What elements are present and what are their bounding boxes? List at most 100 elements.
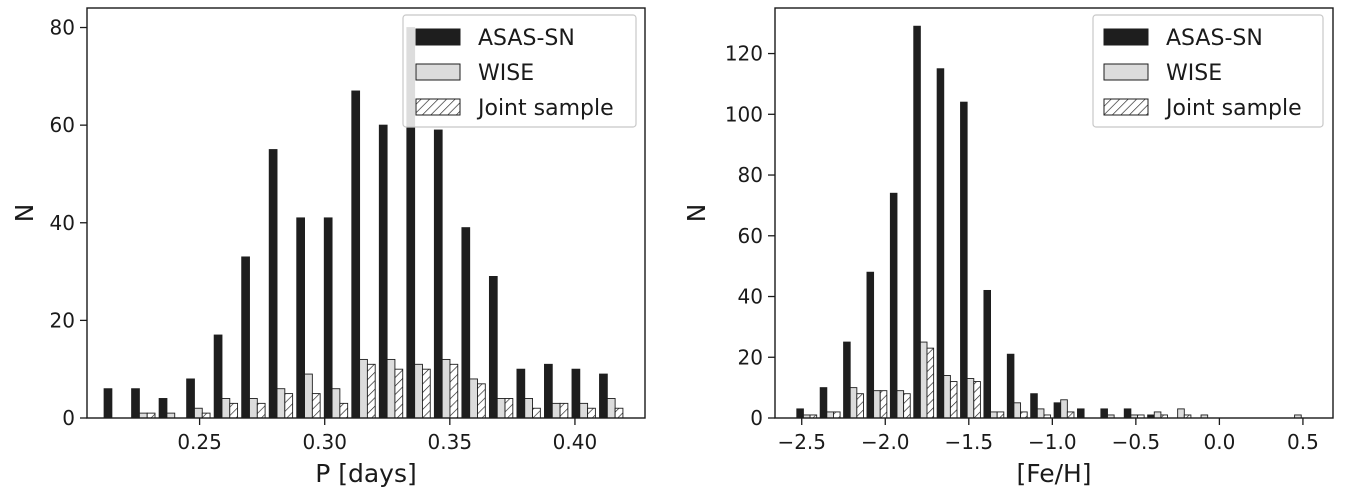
bar-joint-sample [532, 407, 541, 419]
bar-asas-sn [186, 378, 195, 419]
bar-wise [138, 412, 148, 419]
bar-wise [331, 388, 341, 419]
x-ticks: 0.25 0.30 0.35 0.40 [177, 418, 597, 454]
bar-joint-sample [422, 368, 431, 419]
y-axis-label: N [682, 204, 711, 223]
bar-wise [919, 341, 928, 419]
bar-wise [276, 388, 286, 419]
bar-wise [1013, 402, 1022, 419]
bar-joint-sample [394, 368, 404, 419]
bar-asas-sn [1006, 353, 1015, 419]
plot-frame [774, 7, 1334, 419]
chart-panel-metallicity: −2.5 −2.0 −1.5 −1.0 −0.5 0.0 0.5 0 20 40 60 80 100 1… [682, 7, 1334, 488]
bar-wise [896, 390, 905, 419]
bar-asas-sn [936, 68, 945, 419]
y-tick-label: 40 [738, 285, 763, 309]
bar-joint-sample [903, 393, 911, 419]
bar-asas-sn [571, 368, 581, 419]
y-tick-label: 0 [62, 406, 75, 430]
bar-asas-sn [889, 192, 898, 419]
x-tick-label: −2.5 [777, 430, 826, 454]
bar-wise [221, 398, 231, 419]
legend-label-asassn: ASAS-SN [1166, 26, 1263, 51]
y-ticks: 0 20 40 60 80 [50, 16, 87, 430]
bar-joint-sample [833, 411, 841, 419]
bar-asas-sn [1123, 408, 1132, 419]
bar-asas-sn [433, 129, 443, 419]
bar-wise [1036, 408, 1045, 419]
bar-joint-sample [311, 393, 321, 419]
legend-swatch-asassn [415, 28, 461, 46]
bar-asas-sn [296, 217, 306, 419]
bar-asas-sn [1100, 408, 1108, 419]
bar-joint-sample [856, 393, 864, 419]
bar-joint-sample [879, 390, 888, 419]
bar-joint-sample [366, 363, 376, 419]
x-tick-label: 0.35 [428, 430, 473, 454]
bar-asas-sn [983, 289, 991, 419]
bar-joint-sample [504, 398, 514, 419]
bar-asas-sn [796, 408, 804, 419]
legend-frame [402, 14, 637, 128]
y-tick-label: 0 [750, 406, 763, 430]
legend-label-asassn: ASAS-SN [478, 26, 575, 51]
x-ticks: −2.5 −2.0 −1.5 −1.0 −0.5 0.0 0.5 [777, 418, 1319, 454]
bar-asas-sn [323, 217, 333, 419]
y-tick-label: 20 [50, 308, 75, 332]
legend-label-wise: WISE [478, 61, 534, 86]
bar-asas-sn [268, 149, 278, 419]
bar-asas-sn [960, 101, 968, 419]
bar-wise [943, 375, 951, 419]
bar-wise [441, 358, 451, 419]
legend-swatch-wise [415, 63, 461, 81]
y-tick-label: 80 [738, 163, 763, 187]
bar-asas-sn [544, 363, 553, 419]
legend-swatch-joint [1103, 98, 1149, 116]
bar-wise [1177, 408, 1185, 419]
plot-frame [86, 7, 646, 419]
bar-wise [849, 387, 858, 419]
bar-wise [304, 373, 313, 419]
bar-asas-sn [866, 271, 875, 419]
y-tick-label: 120 [725, 42, 763, 66]
y-tick-label: 40 [50, 211, 75, 235]
y-tick-label: 60 [50, 113, 75, 137]
x-tick-label: −1.5 [945, 430, 994, 454]
x-tick-label: 0.25 [177, 430, 222, 454]
bar-asas-sn [819, 387, 828, 419]
bar-wise [193, 407, 203, 419]
legend: ASAS-SN WISE Joint sample [1092, 14, 1324, 128]
bar-wise [524, 398, 534, 419]
bar-joint-sample [146, 412, 156, 419]
bar-asas-sn [913, 25, 921, 419]
legend-label-joint: Joint sample [476, 96, 614, 121]
bar-asas-sn [351, 90, 361, 419]
x-tick-label: 0.0 [1203, 430, 1235, 454]
bar-asas-sn [461, 227, 471, 419]
legend-label-wise: WISE [1166, 61, 1222, 86]
bar-asas-sn [378, 124, 388, 419]
bar-asas-sn [843, 341, 851, 419]
bar-asas-sn [1053, 402, 1062, 419]
bar-asas-sn [1030, 393, 1038, 419]
x-axis-label: [Fe/H] [1016, 459, 1091, 488]
bar-asas-sn [158, 398, 168, 419]
bar-wise [579, 402, 589, 419]
bar-asas-sn [488, 276, 498, 419]
bar-joint-sample [1066, 411, 1075, 419]
bar-asas-sn [103, 388, 113, 419]
y-ticks: 0 20 40 60 80 100 120 [725, 42, 775, 430]
bar-wise [166, 412, 176, 419]
bar-wise [551, 402, 561, 419]
bar-joint-sample [449, 363, 459, 419]
legend-label-joint: Joint sample [1164, 96, 1302, 121]
bar-asas-sn [599, 373, 608, 419]
bar-wise [1153, 411, 1162, 419]
bar-joint-sample [1020, 411, 1028, 419]
x-tick-label: 0.40 [553, 430, 598, 454]
y-tick-label: 60 [738, 224, 763, 248]
legend-swatch-wise [1103, 63, 1149, 81]
bar-wise [826, 411, 834, 419]
bar-joint-sample [284, 393, 294, 419]
